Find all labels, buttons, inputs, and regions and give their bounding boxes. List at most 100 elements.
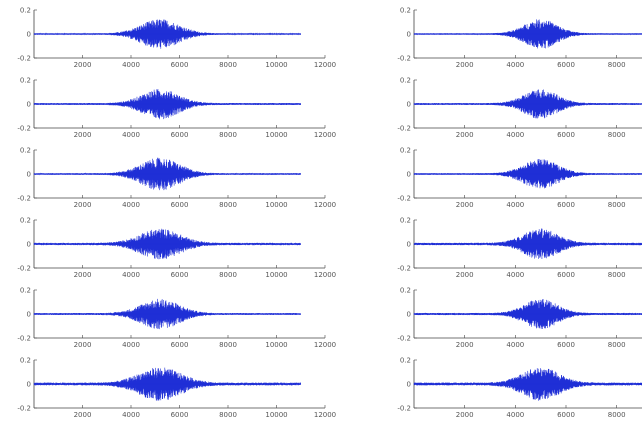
x-tick-label: 12000 <box>314 201 336 209</box>
x-tick-label: 2000 <box>74 341 92 349</box>
y-tick-label: 0.2 <box>400 77 411 85</box>
x-tick-label: 6000 <box>557 131 575 139</box>
x-tick-label: 12000 <box>314 131 336 139</box>
y-tick-label: 0 <box>407 171 411 179</box>
y-tick-label: -0.2 <box>17 125 31 133</box>
y-tick-label: 0 <box>407 381 411 389</box>
x-tick-label: 2000 <box>456 131 474 139</box>
x-tick-label: 2000 <box>74 61 92 69</box>
y-tick-label: -0.2 <box>397 265 411 273</box>
x-tick-label: 10000 <box>265 61 287 69</box>
panel-right-2: 0.2 0 -0.2 2000 4000 6000 8000 <box>397 77 642 139</box>
panel-left-3: 0.2 0 -0.2 2000 4000 6000 8000 10000 12000 <box>17 147 336 210</box>
x-tick-label: 8000 <box>219 271 237 279</box>
y-tick-label: 0.2 <box>20 77 31 85</box>
x-tick-label: 4000 <box>506 201 524 209</box>
x-tick-label: 8000 <box>608 341 626 349</box>
x-tick-label: 4000 <box>506 411 524 419</box>
x-tick-label: 4000 <box>506 271 524 279</box>
x-tick-label: 8000 <box>608 201 626 209</box>
x-tick-label: 6000 <box>557 201 575 209</box>
y-tick-label: 0.2 <box>400 357 411 365</box>
x-tick-label: 2000 <box>456 271 474 279</box>
y-tick-label: 0.2 <box>400 147 411 155</box>
x-tick-label: 10000 <box>265 271 287 279</box>
x-tick-label: 2000 <box>456 201 474 209</box>
y-tick-label: 0.2 <box>20 7 31 15</box>
x-tick-label: 8000 <box>219 411 237 419</box>
x-tick-label: 6000 <box>171 341 189 349</box>
panel-right-3: 0.2 0 -0.2 2000 4000 6000 8000 <box>397 147 642 209</box>
panel-left-6: 0.2 0 -0.2 2000 4000 6000 8000 10000 12000 <box>17 357 336 420</box>
x-tick-label: 6000 <box>557 341 575 349</box>
y-tick-label: -0.2 <box>17 265 31 273</box>
y-tick-label: 0 <box>27 241 31 249</box>
x-tick-label: 6000 <box>171 201 189 209</box>
x-tick-label: 2000 <box>456 411 474 419</box>
y-tick-label: 0 <box>407 101 411 109</box>
x-tick-label: 6000 <box>171 131 189 139</box>
y-tick-label: -0.2 <box>17 405 31 413</box>
x-tick-label: 4000 <box>122 61 140 69</box>
panel-left-2: 0.2 0 -0.2 2000 4000 6000 8000 10000 12000 <box>17 77 336 140</box>
x-tick-label: 12000 <box>314 411 336 419</box>
x-tick-label: 4000 <box>122 411 140 419</box>
x-tick-label: 6000 <box>171 61 189 69</box>
x-tick-label: 2000 <box>456 341 474 349</box>
y-tick-label: 0 <box>27 31 31 39</box>
y-tick-label: 0 <box>27 381 31 389</box>
x-tick-label: 10000 <box>265 341 287 349</box>
y-tick-label: -0.2 <box>397 125 411 133</box>
y-tick-label: 0.2 <box>400 7 411 15</box>
panel-left-5: 0.2 0 -0.2 2000 4000 6000 8000 10000 12000 <box>17 287 336 350</box>
y-tick-label: -0.2 <box>17 55 31 63</box>
y-tick-label: 0.2 <box>400 217 411 225</box>
y-tick-label: 0.2 <box>20 217 31 225</box>
x-tick-label: 8000 <box>608 61 626 69</box>
y-tick-label: -0.2 <box>17 335 31 343</box>
y-tick-label: 0.2 <box>20 357 31 365</box>
x-tick-label: 4000 <box>506 131 524 139</box>
panel-left-4: 0.2 0 -0.2 2000 4000 6000 8000 10000 12000 <box>17 217 336 280</box>
x-tick-label: 10000 <box>265 411 287 419</box>
x-tick-label: 6000 <box>557 411 575 419</box>
x-tick-label: 4000 <box>506 61 524 69</box>
x-tick-label: 8000 <box>608 131 626 139</box>
x-tick-label: 10000 <box>265 131 287 139</box>
panel-right-4: 0.2 0 -0.2 2000 4000 6000 8000 <box>397 217 642 279</box>
x-tick-label: 6000 <box>557 61 575 69</box>
y-tick-label: -0.2 <box>397 195 411 203</box>
y-tick-label: 0 <box>407 311 411 319</box>
y-tick-label: -0.2 <box>17 195 31 203</box>
x-tick-label: 8000 <box>219 131 237 139</box>
x-tick-label: 2000 <box>74 131 92 139</box>
x-tick-label: 2000 <box>74 271 92 279</box>
x-tick-label: 8000 <box>219 341 237 349</box>
x-tick-label: 12000 <box>314 61 336 69</box>
x-tick-label: 6000 <box>557 271 575 279</box>
y-tick-label: 0.2 <box>20 147 31 155</box>
x-tick-label: 12000 <box>314 341 336 349</box>
x-tick-label: 8000 <box>219 61 237 69</box>
x-tick-label: 8000 <box>608 271 626 279</box>
y-tick-label: -0.2 <box>397 55 411 63</box>
x-tick-label: 4000 <box>506 341 524 349</box>
panel-right-6: 0.2 0 -0.2 2000 4000 6000 8000 <box>397 357 642 419</box>
x-tick-label: 8000 <box>219 201 237 209</box>
x-tick-label: 2000 <box>74 411 92 419</box>
y-tick-label: 0.2 <box>400 287 411 295</box>
x-tick-label: 4000 <box>122 271 140 279</box>
x-tick-label: 4000 <box>122 341 140 349</box>
panel-left-1: 0.2 0 -0.2 2000 4000 6000 8000 10000 12000 <box>17 7 336 70</box>
x-tick-label: 2000 <box>74 201 92 209</box>
x-tick-label: 12000 <box>314 271 336 279</box>
x-tick-label: 6000 <box>171 411 189 419</box>
x-tick-label: 2000 <box>456 61 474 69</box>
x-tick-label: 10000 <box>265 201 287 209</box>
y-tick-label: 0.2 <box>20 287 31 295</box>
y-tick-label: -0.2 <box>397 405 411 413</box>
x-tick-label: 4000 <box>122 131 140 139</box>
x-tick-label: 4000 <box>122 201 140 209</box>
